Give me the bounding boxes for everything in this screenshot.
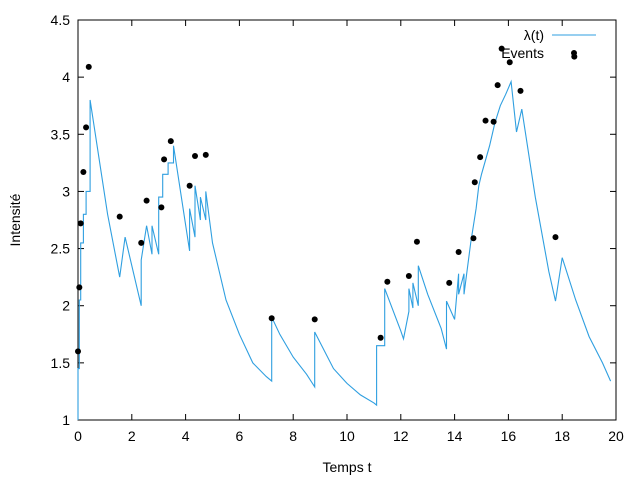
event-point [471,179,478,186]
legend-point-swatch [571,50,577,56]
event-point [482,117,489,124]
event-point [446,279,453,286]
x-axis-label: Temps t [322,459,371,475]
event-point [455,249,462,255]
event-point [377,334,384,341]
event-point [80,169,87,175]
axis-ticks: 0 2 4 6 8 10 12 14 16 18 20 1 1.5 2 2.5 3 3.5 4 4.5 [51,12,624,444]
event-point [552,234,559,241]
event-point [268,315,275,322]
legend-label: Events [501,45,544,61]
event-point [77,220,84,227]
event-point [517,87,524,94]
y-tick-label: 2.5 [51,241,71,257]
event-point [76,284,83,291]
x-tick-label: 2 [128,428,136,444]
event-point [470,235,477,242]
event-point [498,45,505,52]
series-layer [75,45,612,420]
event-point [490,118,497,125]
legend: λ(t) Events [501,27,596,61]
event-point [143,197,150,204]
legend-label: λ(t) [524,27,544,43]
x-tick-label: 12 [393,428,409,444]
x-tick-label: 16 [501,428,517,444]
event-point [384,278,391,285]
event-point [311,316,318,323]
event-point [161,156,168,163]
event-point [138,239,145,246]
x-tick-label: 6 [236,428,244,444]
x-tick-label: 18 [554,428,570,444]
event-point [85,63,92,70]
event-point [494,82,501,89]
event-point [83,124,90,131]
x-tick-label: 20 [608,428,624,444]
y-tick-label: 4 [62,69,70,85]
event-point [186,182,193,189]
event-point [158,204,165,211]
lambda-line [77,79,612,420]
x-tick-label: 14 [447,428,463,444]
event-point [506,59,513,66]
y-tick-label: 1 [62,412,70,428]
x-tick-label: 0 [74,428,82,444]
event-point [167,138,174,145]
event-point [405,273,412,279]
y-tick-label: 4.5 [51,12,71,28]
event-point [192,153,199,159]
x-tick-label: 8 [289,428,297,444]
y-tick-label: 2 [62,298,70,314]
y-tick-label: 1.5 [51,355,71,371]
y-tick-label: 3 [62,183,70,199]
y-tick-label: 3.5 [51,126,71,142]
x-tick-label: 10 [339,428,355,444]
y-axis-label: Intensité [7,193,23,246]
x-tick-label: 4 [182,428,190,444]
event-point [413,238,420,245]
event-point [202,151,209,158]
event-point [477,154,484,161]
event-point [75,348,81,355]
event-point [116,213,123,220]
